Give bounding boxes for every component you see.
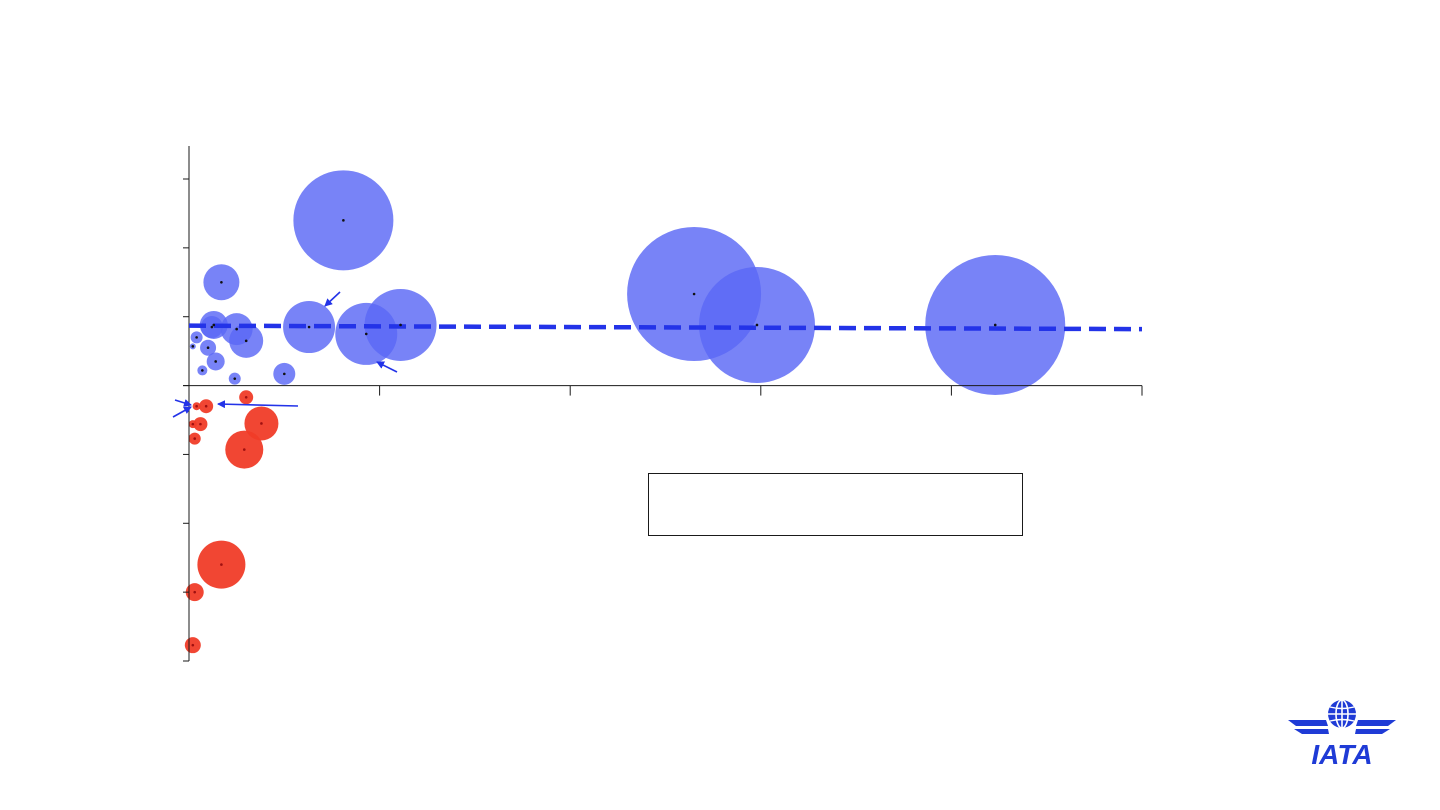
bubble-center-dot [195,404,198,408]
annotation-arrow [217,400,299,409]
bubble-center-dot [191,345,195,348]
bubble-center-dot [242,448,246,451]
annotation-arrow [324,291,341,307]
bubble-center-dot [193,590,197,594]
bubble-center-dot [993,323,997,327]
bubble-center-dot [191,422,195,426]
bubble-center-dot [220,280,223,284]
bubble-center-dot [364,332,368,336]
bubble-center-dot [199,422,202,426]
annotation-arrows-layer [172,291,398,418]
bubble-center-dot [244,395,248,399]
bubble-center-dot [244,339,248,343]
bubble-center-dot [235,327,238,331]
bubble-center-dot [214,360,217,363]
iata-logo: IATA [1288,699,1396,768]
iata-logo-text: IATA [1311,739,1372,768]
bubble-center-dot [260,422,263,425]
bubble-center-dot [755,323,759,327]
bubble-center-dot [191,643,195,647]
bubble-center-dot [206,346,210,350]
bubble-center-dot [233,377,237,380]
annotation-arrow [172,406,192,418]
bubbles-layer [184,170,1066,654]
bubble-center-dot [692,292,696,296]
bubble-center-dot [204,404,208,408]
bubble-center-dot [193,437,197,440]
bubble-center-dot [201,369,204,372]
globe-icon [1328,699,1356,729]
annotation-arrow [376,361,398,373]
bubble-centers-layer [191,219,997,647]
trendline [188,323,1143,332]
annotation-arrow [174,399,192,407]
bubble-center-dot [212,323,216,327]
bubble-center-dot [307,325,311,329]
bubble-center-dot [195,336,198,339]
bubble-center-dot [283,372,286,376]
wings-icon [1288,720,1396,734]
ticks-layer [183,178,1143,662]
bubble-center-dot [342,219,345,222]
legend-box [648,473,1023,536]
bubble-center-dot [399,323,402,327]
bubble-center-dot [220,563,223,566]
bubble-center-dot [210,325,214,329]
